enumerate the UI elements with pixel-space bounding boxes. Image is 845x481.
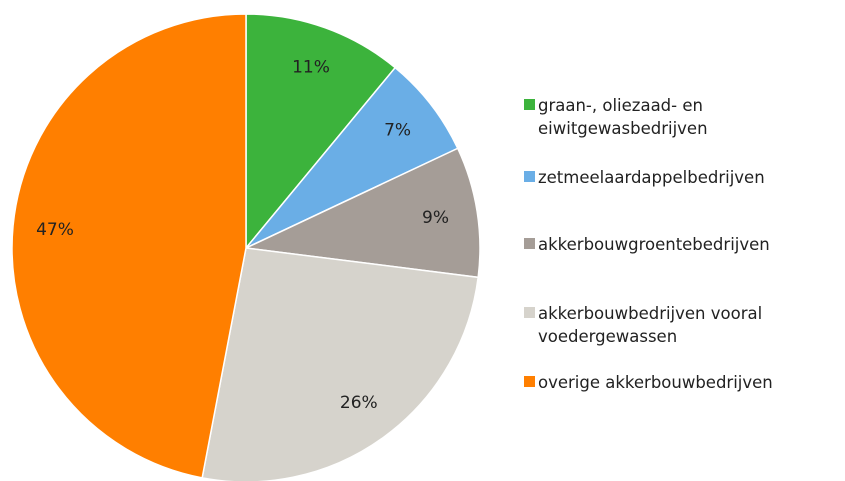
pie-slice [243,147,481,279]
legend-label: graan-, oliezaad- en eiwitgewasbedrijven [538,96,708,138]
legend-swatch [524,171,535,182]
data-label: 9% [422,208,449,228]
legend-item: zetmeelaardappelbedrijven [524,166,842,189]
data-label: 47% [36,220,74,240]
legend-item: overige akkerbouwbedrijven [524,371,842,394]
pie-slice [245,13,397,251]
legend-item: akkerbouwgroentebedrijven [524,233,842,256]
pie-slice [11,13,247,479]
legend-label: akkerbouwgroentebedrijven [538,235,770,254]
legend-label: overige akkerbouwbedrijven [538,373,773,392]
legend-item: graan-, oliezaad- en eiwitgewasbedrijven [524,94,842,140]
legend-label: zetmeelaardappelbedrijven [538,168,765,187]
pie-slice [201,247,479,481]
legend-item: akkerbouwbedrijven vooral voedergewassen [524,302,842,348]
legend-label: akkerbouwbedrijven vooral voedergewassen [538,304,763,346]
legend-swatch [524,376,535,387]
data-label: 7% [384,120,411,140]
pie-slice [245,66,459,249]
legend-swatch [524,238,535,249]
data-label: 26% [340,393,378,413]
legend-swatch [524,307,535,318]
data-label: 11% [292,57,330,77]
legend-swatch [524,99,535,110]
